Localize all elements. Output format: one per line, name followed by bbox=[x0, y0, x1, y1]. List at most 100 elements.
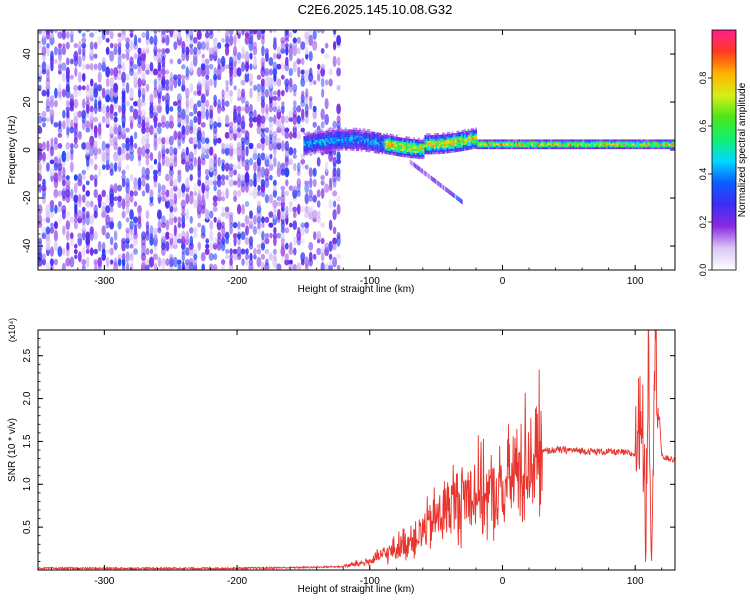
heatmap-cell bbox=[140, 252, 147, 261]
heatmap-cell bbox=[384, 138, 387, 141]
heatmap-cell bbox=[148, 201, 154, 207]
heatmap-cell bbox=[663, 143, 665, 146]
heatmap-cell bbox=[402, 137, 404, 140]
heatmap-cell bbox=[305, 147, 307, 150]
heatmap-cell bbox=[249, 30, 253, 35]
heatmap-cell bbox=[196, 30, 202, 41]
heatmap-cell bbox=[647, 141, 650, 144]
heatmap-cell bbox=[368, 131, 371, 134]
heatmap-cell bbox=[292, 125, 297, 135]
heatmap-cell bbox=[225, 237, 230, 245]
heatmap-cell bbox=[252, 225, 258, 235]
heatmap-cell bbox=[426, 137, 428, 140]
heatmap-cell bbox=[213, 263, 218, 270]
heatmap-cell bbox=[604, 139, 607, 142]
heatmap-cell bbox=[596, 147, 599, 150]
heatmap-cell bbox=[208, 47, 214, 55]
heatmap-cell bbox=[256, 83, 262, 93]
heatmap-cell bbox=[414, 156, 417, 159]
heatmap-cell bbox=[125, 243, 130, 250]
heatmap-cell bbox=[62, 225, 66, 236]
heatmap-cell bbox=[577, 139, 579, 142]
heatmap-cell bbox=[216, 66, 222, 78]
heatmap-cell bbox=[93, 82, 99, 94]
heatmap-cell bbox=[121, 125, 126, 136]
heatmap-cell bbox=[253, 254, 257, 260]
heatmap-cell bbox=[330, 133, 333, 136]
heatmap-cell bbox=[394, 144, 396, 147]
heatmap-cell bbox=[373, 143, 376, 146]
heatmap-cell bbox=[129, 190, 134, 197]
heatmap-cell bbox=[613, 143, 616, 146]
heatmap-cell bbox=[389, 133, 392, 136]
heatmap-cell bbox=[217, 231, 222, 240]
heatmap-cell bbox=[475, 144, 478, 147]
heatmap-cell bbox=[499, 147, 501, 150]
heatmap-cell bbox=[296, 36, 301, 44]
heatmap-cell bbox=[137, 77, 142, 88]
heatmap-cell bbox=[419, 145, 422, 148]
heatmap-cell bbox=[93, 125, 98, 136]
heatmap-cell bbox=[644, 145, 646, 148]
heatmap-cell bbox=[591, 143, 594, 146]
heatmap-cell bbox=[432, 135, 435, 138]
heatmap-cell bbox=[348, 146, 350, 149]
heatmap-cell bbox=[45, 226, 51, 235]
heatmap-cell bbox=[421, 139, 423, 142]
heatmap-cell bbox=[365, 136, 368, 139]
heatmap-cell bbox=[406, 140, 409, 143]
heatmap-cell bbox=[297, 226, 301, 234]
heatmap-cell bbox=[617, 145, 619, 148]
heatmap-cell bbox=[391, 143, 393, 146]
heatmap-cell bbox=[105, 46, 110, 55]
heatmap-cell bbox=[109, 87, 115, 99]
heatmap-cell bbox=[300, 73, 305, 81]
heatmap-cell bbox=[391, 139, 393, 142]
heatmap-cell bbox=[430, 175, 433, 181]
heatmap-cell bbox=[567, 145, 570, 148]
heatmap-cell bbox=[437, 132, 439, 135]
heatmap-cell bbox=[201, 146, 206, 157]
heatmap-cell bbox=[325, 145, 328, 148]
heatmap-cell bbox=[440, 138, 443, 141]
heatmap-cell bbox=[281, 189, 285, 198]
heatmap-cell bbox=[365, 130, 368, 133]
heatmap-cell bbox=[73, 174, 78, 181]
heatmap-cell bbox=[66, 241, 70, 251]
heatmap-cell bbox=[376, 145, 379, 148]
heatmap-cell bbox=[38, 115, 43, 124]
heatmap-cell bbox=[335, 135, 337, 138]
heatmap-cell bbox=[373, 147, 376, 150]
heatmap-cell bbox=[555, 141, 557, 144]
heatmap-cell bbox=[488, 145, 490, 148]
heatmap-cell bbox=[613, 141, 616, 144]
heatmap-cell bbox=[420, 167, 422, 173]
heatmap-cell bbox=[328, 219, 333, 231]
heatmap-cell bbox=[508, 141, 511, 144]
heatmap-cell bbox=[185, 193, 190, 205]
heatmap-cell bbox=[562, 139, 565, 142]
heatmap-cell bbox=[324, 142, 326, 145]
heatmap-cell bbox=[236, 141, 242, 151]
heatmap-cell bbox=[465, 148, 468, 151]
heatmap-cell bbox=[448, 141, 450, 144]
heatmap-cell bbox=[621, 139, 624, 142]
heatmap-cell bbox=[510, 141, 513, 144]
heatmap-cell bbox=[289, 77, 293, 88]
heatmap-cell bbox=[368, 148, 371, 151]
heatmap-cell bbox=[430, 135, 433, 138]
heatmap-cell bbox=[367, 142, 369, 145]
heatmap-cell bbox=[473, 135, 476, 138]
heatmap-cell bbox=[244, 258, 250, 266]
heatmap-cell bbox=[348, 144, 350, 147]
heatmap-cell bbox=[121, 152, 126, 161]
heatmap-cell bbox=[414, 163, 417, 169]
heatmap-cell bbox=[644, 143, 646, 146]
heatmap-cell bbox=[317, 141, 320, 144]
heatmap-cell bbox=[392, 140, 395, 143]
heatmap-cell bbox=[456, 138, 458, 141]
heatmap-cell bbox=[548, 147, 551, 150]
heatmap-cell bbox=[648, 143, 651, 146]
heatmap-cell bbox=[62, 247, 66, 256]
